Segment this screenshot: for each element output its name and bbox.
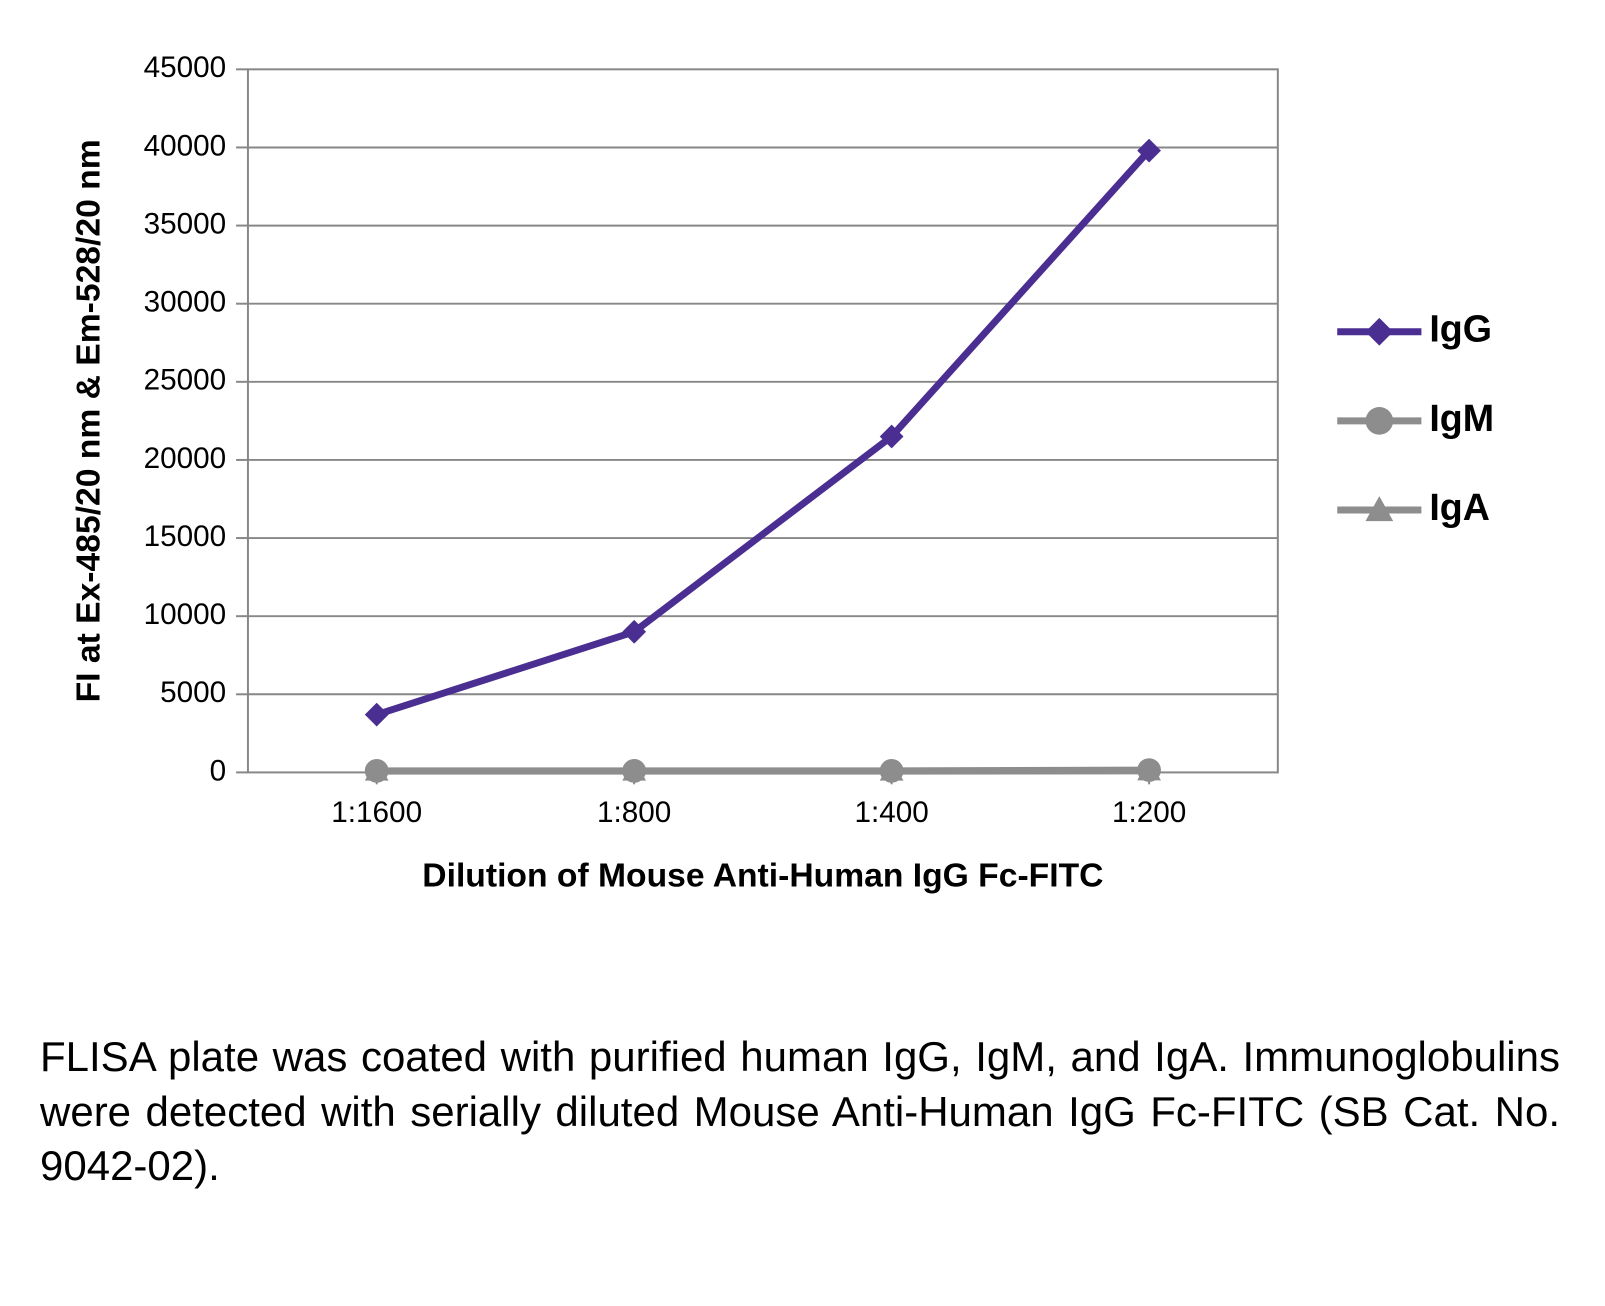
figure-caption: FLISA plate was coated with purified hum…	[40, 1030, 1560, 1194]
y-tick-label: 30000	[144, 286, 227, 319]
x-tick-label: 1:200	[1112, 796, 1186, 829]
series-marker-igg	[365, 703, 389, 727]
y-tick-label: 5000	[160, 676, 226, 709]
series-line-igm	[377, 770, 1149, 771]
x-tick-label: 1:400	[854, 796, 928, 829]
series-marker-igm	[365, 759, 389, 783]
legend-marker	[1365, 407, 1393, 435]
x-tick-label: 1:1600	[331, 796, 422, 829]
legend-label: IgG	[1429, 308, 1492, 350]
y-tick-label: 15000	[144, 520, 227, 553]
series-marker-igm	[1137, 758, 1161, 782]
y-tick-label: 10000	[144, 598, 227, 631]
x-axis-title: Dilution of Mouse Anti-Human IgG Fc-FITC	[422, 857, 1103, 894]
legend-label: IgA	[1429, 486, 1490, 528]
legend-marker	[1365, 318, 1393, 346]
series-marker-igm	[622, 759, 646, 783]
chart-row: 0 5000 10000 15000 20000 25000 30000 35000 40000…	[40, 30, 1565, 990]
y-axis-title: FI at Ex-485/20 nm & Em-528/20 nm	[70, 139, 107, 702]
page-root: 0 5000 10000 15000 20000 25000 30000 35000 40000…	[0, 0, 1605, 1306]
y-tick-label: 20000	[144, 442, 227, 475]
y-tick-label: 35000	[144, 207, 227, 240]
legend-label: IgM	[1429, 397, 1494, 439]
x-tick-label: 1:800	[597, 796, 671, 829]
y-tick-label: 25000	[144, 364, 227, 397]
line-chart: 0 5000 10000 15000 20000 25000 30000 35000 40000…	[40, 30, 1565, 990]
series-line-igg	[377, 151, 1149, 715]
y-tick-label: 40000	[144, 129, 227, 162]
y-tick-label: 45000	[144, 51, 227, 84]
y-tick-label: 0	[210, 754, 227, 787]
series-marker-igm	[880, 759, 904, 783]
